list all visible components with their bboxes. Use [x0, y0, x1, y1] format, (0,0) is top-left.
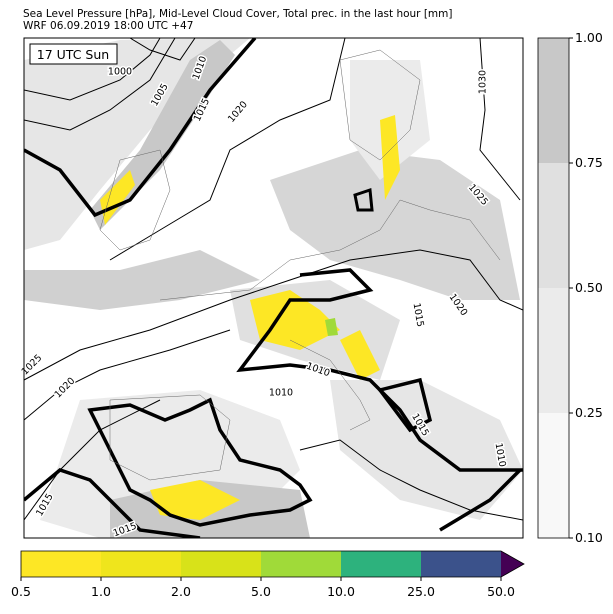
precipitation [100, 115, 400, 520]
coastlines [99, 49, 501, 481]
tick-label: 1.0 [91, 584, 111, 599]
tick-label: 5.0 [251, 584, 271, 599]
cloud-colorbar: 0.10 0.25 0.50 0.75 1.00 [537, 30, 603, 545]
subtitle: WRF 06.09.2019 18:00 UTC +47 [23, 20, 193, 32]
isobar-label: 1000 [108, 67, 132, 78]
isobars [24, 38, 523, 538]
tick-label: 0.25 [575, 405, 603, 420]
tick-label: 0.10 [575, 530, 603, 545]
precip-colorbar: 0.5 1.0 2.0 5.0 10.0 25.0 50.0 [11, 550, 525, 599]
tick-label: 10.0 [327, 584, 355, 599]
tick-label: 25.0 [407, 584, 435, 599]
tick-label: 0.5 [11, 584, 31, 599]
isobar-label: 1010 [269, 388, 293, 399]
isobar-label: 1030 [478, 70, 489, 94]
tick-label: 0.75 [575, 155, 603, 170]
tick-label: 2.0 [171, 584, 191, 599]
tick-label: 0.50 [575, 280, 603, 295]
tick-label: 1.00 [575, 30, 603, 45]
title: Sea Level Pressure [hPa], Mid-Level Clou… [23, 8, 453, 20]
tick-label: 50.0 [487, 584, 515, 599]
time-label: 17 UTC Sun [37, 47, 109, 62]
